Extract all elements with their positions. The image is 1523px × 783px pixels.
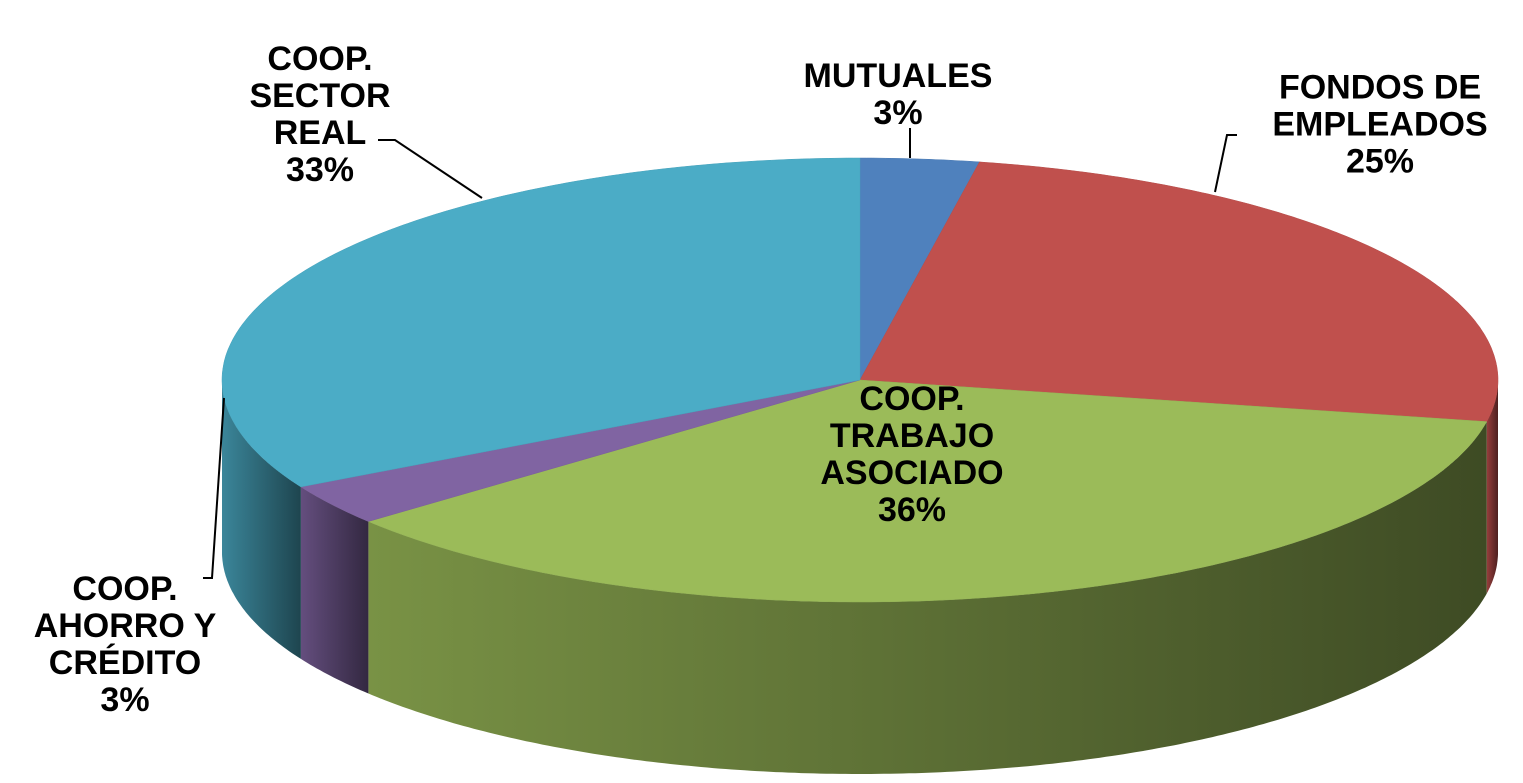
pie-tops — [221, 157, 1499, 603]
category-label: COOP. SECTOR REAL — [249, 40, 391, 152]
data-label: COOP. AHORRO Y CRÉDITO 3% — [8, 571, 243, 719]
pie-side — [368, 421, 1487, 774]
data-label: COOP. SECTOR REAL 33% — [230, 41, 410, 189]
category-label: COOP. AHORRO Y CRÉDITO — [33, 570, 217, 682]
value-label: 3% — [873, 94, 923, 132]
category-label: FONDOS DE EMPLEADOS — [1272, 68, 1488, 144]
value-label: 36% — [877, 491, 947, 529]
pie-slice — [859, 157, 980, 381]
pie-side — [1486, 380, 1498, 594]
data-label: MUTUALES 3% — [768, 58, 1028, 132]
value-label: 25% — [1345, 142, 1415, 181]
pie-slice — [221, 157, 861, 488]
pie-sides — [222, 380, 1498, 774]
category-label: MUTUALES — [803, 57, 993, 95]
pie-slice — [859, 161, 1499, 422]
value-label: 3% — [100, 681, 150, 719]
pie-slice — [367, 379, 1488, 603]
pie-side — [300, 486, 369, 694]
leader-lines — [203, 128, 1237, 579]
data-label: COOP. TRABAJO ASOCIADO 36% — [792, 381, 1032, 529]
value-label: 33% — [285, 151, 355, 189]
category-label: COOP. TRABAJO ASOCIADO — [820, 380, 1004, 492]
leader-line — [378, 139, 483, 199]
pie-side — [222, 380, 301, 659]
leader-line — [1214, 134, 1237, 193]
pie-slice — [300, 379, 861, 522]
leader-line — [203, 397, 225, 579]
data-label: FONDOS DE EMPLEADOS 25% — [1255, 68, 1505, 181]
